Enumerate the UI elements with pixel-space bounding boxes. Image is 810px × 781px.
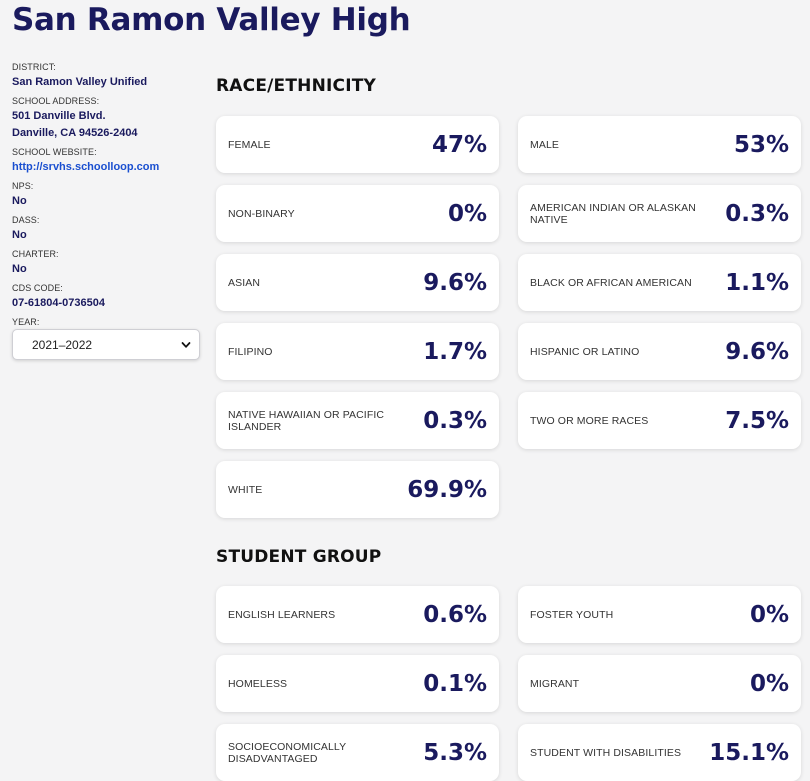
stat-card-label: HISPANIC OR LATINO (530, 345, 640, 358)
stat-card-value: 69.9% (407, 476, 487, 503)
cds-block: CDS CODE: 07-61804-0736504 (12, 283, 202, 312)
stat-card: FEMALE 47% (216, 116, 499, 173)
dass-block: DASS: No (12, 215, 202, 244)
race-section-title: RACE/ETHNICITY (216, 76, 377, 96)
stat-card-value: 0% (749, 601, 789, 628)
stat-card: HOMELESS 0.1% (216, 655, 499, 712)
charter-block: CHARTER: No (12, 249, 202, 278)
stat-card: NON-BINARY 0% (216, 185, 499, 242)
district-block: DISTRICT: San Ramon Valley Unified (12, 62, 202, 91)
website-block: SCHOOL WEBSITE: http://srvhs.schoolloop.… (12, 147, 202, 176)
website-label: SCHOOL WEBSITE: (12, 147, 97, 157)
stat-card: BLACK OR AFRICAN AMERICAN 1.1% (518, 254, 801, 311)
dass-value: No (12, 229, 27, 241)
district-value: San Ramon Valley Unified (12, 76, 148, 88)
school-info-sidebar: DISTRICT: San Ramon Valley Unified SCHOO… (12, 62, 202, 365)
stat-card: FILIPINO 1.7% (216, 323, 499, 380)
stat-card-label: FEMALE (228, 138, 271, 151)
page-title: San Ramon Valley High (12, 2, 411, 38)
nps-label: NPS: (12, 181, 34, 191)
dass-label: DASS: (12, 215, 40, 225)
stat-card-label: MIGRANT (530, 677, 580, 690)
stat-card-label: ENGLISH LEARNERS (228, 608, 336, 621)
stat-card: WHITE 69.9% (216, 461, 499, 518)
chevron-down-icon (181, 341, 191, 348)
nps-block: NPS: No (12, 181, 202, 210)
stat-card-value: 0.6% (423, 601, 487, 628)
stat-card-label: FILIPINO (228, 345, 273, 358)
charter-label: CHARTER: (12, 249, 59, 259)
stat-card: HISPANIC OR LATINO 9.6% (518, 323, 801, 380)
stat-card-value: 9.6% (423, 269, 487, 296)
stat-card-value: 1.7% (423, 338, 487, 365)
stat-card-label: AMERICAN INDIAN OR ALASKAN NATIVE (530, 201, 696, 226)
stat-card-label: ASIAN (228, 276, 261, 289)
stat-card-label: TWO OR MORE RACES (530, 414, 649, 427)
stat-card-value: 1.1% (725, 269, 789, 296)
stat-card: NATIVE HAWAIIAN OR PACIFIC ISLANDER 0.3% (216, 392, 499, 449)
stat-card: FOSTER YOUTH 0% (518, 586, 801, 643)
stat-card-label: SOCIOECONOMICALLY DISADVANTAGED (228, 740, 347, 765)
year-block: YEAR: 2021–2022 (12, 317, 202, 360)
stat-card-value: 15.1% (709, 739, 789, 766)
stat-card-label: STUDENT WITH DISABILITIES (530, 746, 682, 759)
group-section-title: STUDENT GROUP (216, 547, 382, 567)
stat-card-value: 0.3% (725, 200, 789, 227)
address-block: SCHOOL ADDRESS: 501 Danville Blvd. Danvi… (12, 96, 202, 142)
stat-card-value: 9.6% (725, 338, 789, 365)
stat-card-label: BLACK OR AFRICAN AMERICAN (530, 276, 692, 289)
year-select[interactable]: 2021–2022 (12, 329, 200, 360)
stat-card-value: 7.5% (725, 407, 789, 434)
district-label: DISTRICT: (12, 62, 56, 72)
year-label: YEAR: (12, 317, 40, 327)
stat-card-label: FOSTER YOUTH (530, 608, 614, 621)
stat-card-value: 0% (447, 200, 487, 227)
stat-card: STUDENT WITH DISABILITIES 15.1% (518, 724, 801, 781)
stat-card: MALE 53% (518, 116, 801, 173)
address-line1: 501 Danville Blvd. (12, 110, 106, 122)
stat-card-value: 0.3% (423, 407, 487, 434)
charter-value: No (12, 263, 27, 275)
stat-card: TWO OR MORE RACES 7.5% (518, 392, 801, 449)
stat-card-value: 47% (431, 131, 487, 158)
cds-value: 07-61804-0736504 (12, 297, 105, 309)
stat-card-label: NATIVE HAWAIIAN OR PACIFIC ISLANDER (228, 408, 385, 433)
year-selected-value: 2021–2022 (32, 337, 93, 352)
stat-card-label: HOMELESS (228, 677, 288, 690)
address-label: SCHOOL ADDRESS: (12, 96, 100, 106)
website-link[interactable]: http://srvhs.schoolloop.com (12, 161, 160, 173)
stat-card: SOCIOECONOMICALLY DISADVANTAGED 5.3% (216, 724, 499, 781)
stat-card-value: 0.1% (423, 670, 487, 697)
stat-card: ENGLISH LEARNERS 0.6% (216, 586, 499, 643)
stat-card: MIGRANT 0% (518, 655, 801, 712)
stat-card-label: WHITE (228, 483, 263, 496)
cds-label: CDS CODE: (12, 283, 63, 293)
stat-card-label: NON-BINARY (228, 207, 295, 220)
stat-card-value: 5.3% (423, 739, 487, 766)
stat-card: AMERICAN INDIAN OR ALASKAN NATIVE 0.3% (518, 185, 801, 242)
address-line2: Danville, CA 94526-2404 (12, 127, 138, 139)
nps-value: No (12, 195, 27, 207)
stat-card-label: MALE (530, 138, 559, 151)
stat-card-value: 53% (733, 131, 789, 158)
stat-card-value: 0% (749, 670, 789, 697)
stat-card: ASIAN 9.6% (216, 254, 499, 311)
